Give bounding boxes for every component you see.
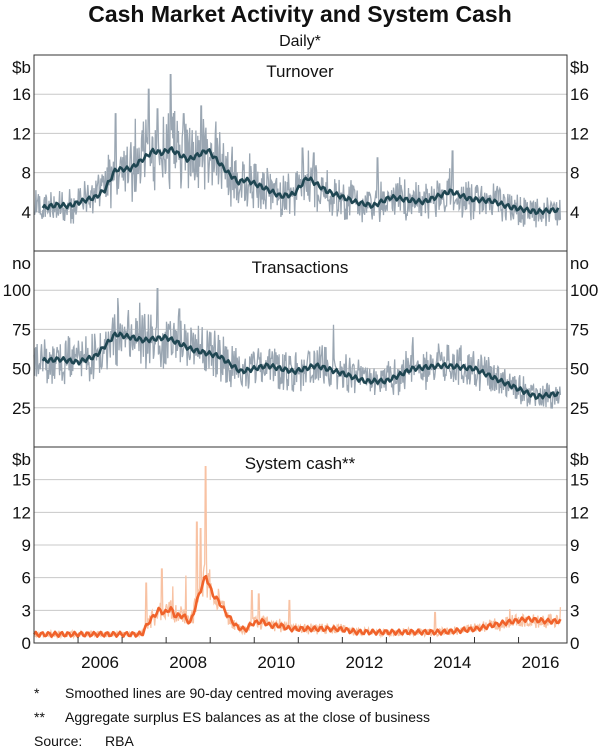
x-tick-label: 2008 xyxy=(169,653,207,672)
y-tick-label-left: 4 xyxy=(22,203,31,222)
source-label: Source: xyxy=(34,733,82,748)
y-tick-label-left: 8 xyxy=(22,164,31,183)
x-tick-label: 2014 xyxy=(434,653,472,672)
y-tick-label-left: 16 xyxy=(12,85,31,104)
y-tick-label-right: 50 xyxy=(570,360,589,379)
y-tick-label-left: 50 xyxy=(12,360,31,379)
y-tick-label-left: 15 xyxy=(12,471,31,490)
panel-turnover: 4 4 8 8 12 12 16 16 $b $b Turnover xyxy=(12,54,589,228)
note-1-text: Smoothed lines are 90-day centred moving… xyxy=(65,685,393,701)
y-tick-label-left: 12 xyxy=(12,503,31,522)
note-2-text: Aggregate surplus ES balances as at the … xyxy=(65,709,430,725)
x-tick-label: 2012 xyxy=(345,653,383,672)
x-tick-label: 2010 xyxy=(257,653,295,672)
daily-series-line xyxy=(33,73,562,228)
chart-title: Cash Market Activity and System Cash xyxy=(88,1,512,27)
smoothed-series-line xyxy=(41,331,560,400)
unit-label-left: $b xyxy=(12,450,31,469)
y-tick-label-right: 3 xyxy=(570,601,579,620)
unit-label-left: no xyxy=(12,254,31,273)
y-tick-label-right: 9 xyxy=(570,536,579,555)
unit-label-right: $b xyxy=(570,58,589,77)
y-tick-label-left: 75 xyxy=(12,320,31,339)
chart-subtitle: Daily* xyxy=(279,33,321,50)
y-tick-label-right: 100 xyxy=(570,281,598,300)
panel-title: Transactions xyxy=(252,258,349,277)
unit-label-right: $b xyxy=(570,450,589,469)
panel-title: Turnover xyxy=(266,62,334,81)
y-tick-label-right: 15 xyxy=(570,471,589,490)
y-tick-label-right: 8 xyxy=(570,164,579,183)
y-tick-label-right: 75 xyxy=(570,320,589,339)
y-tick-label-left: 3 xyxy=(22,601,31,620)
x-tick-label: 2006 xyxy=(81,653,119,672)
panel-system-cash: 0 0 3 3 6 6 9 9 12 12 15 15 $b $b System cash** xyxy=(12,446,589,653)
daily-series-line xyxy=(33,465,562,640)
y-tick-label-left: 25 xyxy=(12,399,31,418)
unit-label-right: no xyxy=(570,254,589,273)
unit-label-left: $b xyxy=(12,58,31,77)
plot-frame xyxy=(33,54,568,644)
note-1-mark: * xyxy=(34,685,40,701)
smoothed-series-line xyxy=(41,146,560,215)
y-tick-label-left: 12 xyxy=(12,124,31,143)
x-axis: 2006 2008 2010 2012 2014 2016 xyxy=(77,637,560,672)
panel-transactions: 25 25 50 50 75 75 100 100 no no Transactions xyxy=(3,250,598,418)
note-2-mark: ** xyxy=(34,709,45,725)
y-tick-label-right: 12 xyxy=(570,124,589,143)
y-tick-label-right: 0 xyxy=(570,634,579,653)
y-tick-label-right: 6 xyxy=(570,569,579,588)
y-tick-label-right: 12 xyxy=(570,503,589,522)
x-tick-label: 2016 xyxy=(522,653,560,672)
y-tick-label-left: 6 xyxy=(22,569,31,588)
y-tick-label-left: 9 xyxy=(22,536,31,555)
source-value: RBA xyxy=(105,733,134,748)
daily-series-line xyxy=(33,287,562,409)
panel-title: System cash** xyxy=(245,454,356,473)
y-tick-label-right: 16 xyxy=(570,85,589,104)
y-tick-label-right: 4 xyxy=(570,203,579,222)
smoothed-series-line xyxy=(32,574,562,638)
panels: 4 4 8 8 12 12 16 16 $b $b Turnover 25 25 50 50 75 75 100 1… xyxy=(3,54,598,653)
y-tick-label-left: 0 xyxy=(22,634,31,653)
y-tick-label-right: 25 xyxy=(570,399,589,418)
y-tick-label-left: 100 xyxy=(3,281,31,300)
